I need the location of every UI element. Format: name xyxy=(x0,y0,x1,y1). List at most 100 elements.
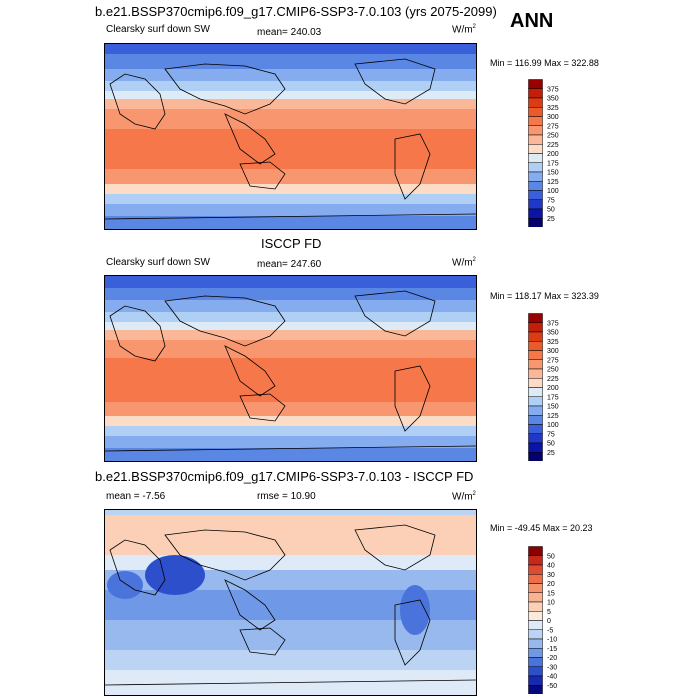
colorbar-tick-label: 225 xyxy=(547,376,559,383)
colorbar-swatch xyxy=(528,611,543,621)
panel3-blob-africa xyxy=(145,555,205,595)
panel3-coast-samerica xyxy=(394,599,431,666)
colorbar-swatch xyxy=(528,190,543,200)
colorbar-tick-label: 75 xyxy=(547,431,555,438)
colorbar-swatch xyxy=(528,387,543,397)
colorbar-tick-label: 225 xyxy=(547,142,559,149)
colorbar-tick-label: -5 xyxy=(547,627,553,634)
panel2-band-n3 xyxy=(105,312,476,322)
colorbar-tick-label: 325 xyxy=(547,105,559,112)
colorbar-swatch xyxy=(528,675,543,686)
panel3-minmax: Min = -49.45 Max = 20.23 xyxy=(490,523,593,533)
panel3-map xyxy=(104,509,477,696)
colorbar-tick-label: 375 xyxy=(547,320,559,327)
panel1-band-s4 xyxy=(105,204,476,216)
colorbar-swatch xyxy=(528,546,543,556)
panel2-band-n1 xyxy=(105,288,476,300)
colorbar-tick-label: 200 xyxy=(547,151,559,158)
colorbar-swatch xyxy=(528,405,543,416)
colorbar-swatch xyxy=(528,97,543,108)
panel3-colorbar: 50 40 30 20 15 10 5 0 -5 -10 -15 -20 -30 -40 -50 xyxy=(528,546,588,695)
panel1-band-n4 xyxy=(105,91,476,99)
colorbar-tick-label: 5 xyxy=(547,609,551,616)
colorbar-tick-label: 125 xyxy=(547,413,559,420)
colorbar-tick-label: 15 xyxy=(547,590,555,597)
colorbar-tick-label: 275 xyxy=(547,123,559,130)
panel1-minmax: Min = 116.99 Max = 322.88 xyxy=(490,58,599,68)
panel2-units-exp: 2 xyxy=(472,257,476,263)
panel2-mean: mean= 247.60 xyxy=(257,259,322,270)
colorbar-swatch xyxy=(528,181,543,191)
colorbar-swatch xyxy=(528,378,543,388)
colorbar-tick-label: 0 xyxy=(547,618,551,625)
colorbar-tick-label: 100 xyxy=(547,188,559,195)
colorbar-swatch xyxy=(528,107,543,117)
panel1-band-polar-s xyxy=(105,216,476,229)
case-title: b.e21.BSSP370cmip6.f09_g17.CMIP6-SSP3-7.… xyxy=(95,4,497,19)
panel1-coast-samerica xyxy=(394,133,431,200)
panel2-center-title: ISCCP FD xyxy=(261,236,322,251)
panel3-units-exp: 2 xyxy=(472,491,476,497)
panel3-mean: mean = -7.56 xyxy=(106,491,166,502)
colorbar-swatch xyxy=(528,452,543,462)
panel2-map xyxy=(104,275,477,462)
panel1-band-n5 xyxy=(105,99,476,109)
panel1-band-n1 xyxy=(105,54,476,69)
panel2-coast-indonesia xyxy=(224,345,276,397)
colorbar-tick-label: 40 xyxy=(547,563,555,570)
panel1-units: W/m2 xyxy=(452,24,476,35)
panel2-band-polar-s xyxy=(105,448,476,461)
colorbar-tick-label: 300 xyxy=(547,348,559,355)
panel1-map xyxy=(104,43,477,230)
panel1-coast-indonesia xyxy=(224,113,276,165)
colorbar-tick-label: 175 xyxy=(547,160,559,167)
panel1-colorbar: 375 350 325 300 275 250 225 200 175 150 125 100 75 50… xyxy=(528,79,588,228)
panel2-band-s3 xyxy=(105,426,476,436)
panel1-coast-australia xyxy=(239,161,286,190)
colorbar-tick-label: 30 xyxy=(547,572,555,579)
colorbar-swatch xyxy=(528,350,543,360)
colorbar-swatch xyxy=(528,629,543,640)
panel1-mean: mean= 240.03 xyxy=(257,27,322,38)
panel2-coast-namerica xyxy=(354,290,436,337)
panel2-units: W/m2 xyxy=(452,257,476,268)
colorbar-swatch xyxy=(528,171,543,182)
colorbar-tick-label: 20 xyxy=(547,581,555,588)
colorbar-swatch xyxy=(528,666,543,677)
panel3-band-s2 xyxy=(105,650,476,670)
panel2-band-n2 xyxy=(105,300,476,312)
colorbar-swatch xyxy=(528,359,543,370)
panel2-coast-africa xyxy=(109,305,166,362)
colorbar-tick-label: 100 xyxy=(547,422,559,429)
panel1-band-n2 xyxy=(105,69,476,81)
colorbar-tick-label: 50 xyxy=(547,553,555,560)
panel1-band-n3 xyxy=(105,81,476,91)
panel3-coast-indonesia xyxy=(224,579,276,631)
season-label: ANN xyxy=(510,10,554,32)
panel3-rmse: rmse = 10.90 xyxy=(257,491,316,502)
panel1-band-s1 xyxy=(105,169,476,184)
colorbar-swatch xyxy=(528,79,543,89)
colorbar-tick-label: 75 xyxy=(547,197,555,204)
colorbar-tick-label: 175 xyxy=(547,394,559,401)
panel3-blob-samerica xyxy=(400,585,430,635)
colorbar-swatch xyxy=(528,638,543,649)
panel2-colorbar: 375 350 325 300 275 250 225 200 175 150 125 100 75 50… xyxy=(528,313,588,462)
panel2-band-s1 xyxy=(105,402,476,416)
colorbar-swatch xyxy=(528,88,543,99)
colorbar-swatch xyxy=(528,592,543,603)
colorbar-swatch xyxy=(528,331,543,342)
colorbar-svg: 375 350 325 300 275 250 225 200 175 150 125 100 75 50… xyxy=(528,313,559,462)
panel2-coast-samerica xyxy=(394,365,431,432)
panel2-units-text: W/m xyxy=(452,257,473,269)
colorbar-tick-label: -40 xyxy=(547,674,557,681)
panel3-units: W/m2 xyxy=(452,491,476,502)
colorbar-tick-label: 10 xyxy=(547,600,555,607)
colorbar-swatch xyxy=(528,208,543,219)
panel1-coastlines xyxy=(105,58,476,220)
colorbar-swatch xyxy=(528,199,543,210)
panel3-coast-antarctica xyxy=(105,679,476,686)
colorbar-tick-label: -50 xyxy=(547,683,557,690)
colorbar-swatch xyxy=(528,415,543,425)
